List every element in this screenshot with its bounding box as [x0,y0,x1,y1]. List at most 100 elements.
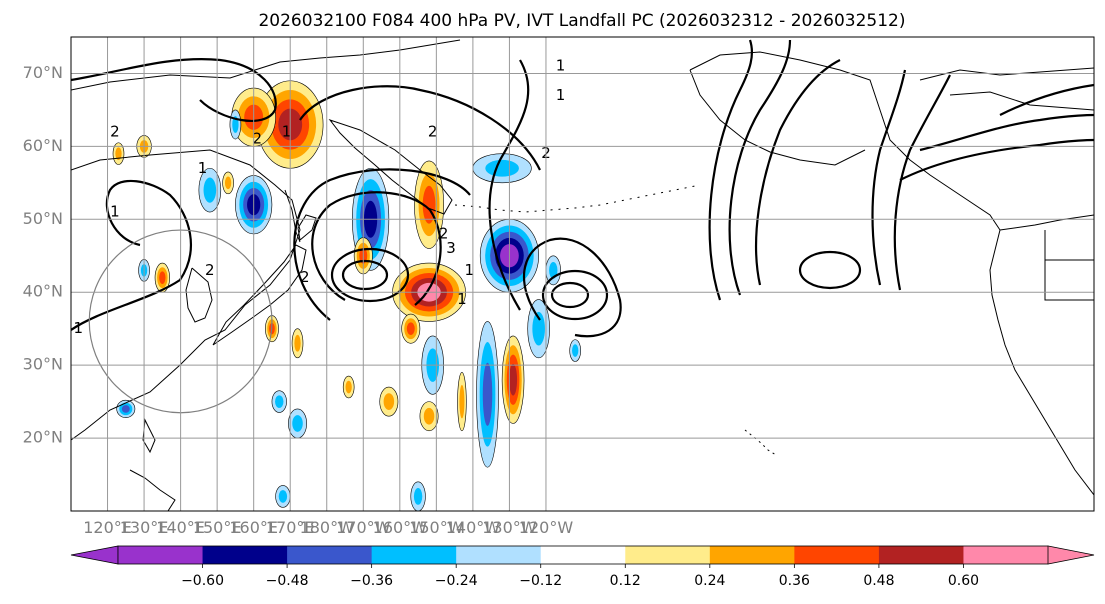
pv-anomaly-32-level-1 [278,490,288,503]
colorbar-swatch-10 [963,546,1049,564]
pv-anomaly-8 [472,153,532,184]
colorbar-extend-low [70,545,119,565]
pv-anomaly-29-level-1 [459,384,465,419]
pv-anomaly-22 [342,375,355,399]
pv-anomaly-18-level-1 [232,116,239,133]
contour-label-10: 3 [446,239,456,257]
pv-anomaly-21-level-1 [383,393,395,411]
pv-anomaly-32 [275,485,291,508]
contour-label-9: 2 [439,224,449,242]
map-background [71,37,1094,511]
contour-label-14: 1 [556,57,566,75]
contour-label-5: 1 [282,122,292,140]
contour-label-13: 1 [556,86,566,104]
coastlines [71,39,1094,511]
colorbar-swatch-5 [540,546,626,564]
lon-tick-label-7: 170°W [336,518,391,537]
lon-tick-label-1: 130°E [120,518,169,537]
lon-tick-label-2: 140°E [156,518,205,537]
lon-tick-label-12: 120°W [519,518,574,537]
colorbar-tick-label-2: −0.36 [350,573,393,589]
pv-anomaly-24-level-1 [292,415,303,432]
colorbar-swatch-7 [709,546,795,564]
pv-anomaly-33 [410,481,426,511]
pv-anomaly-29 [457,372,467,432]
colorbar-swatch-1 [202,546,288,564]
colorbar-tick-label-5: 0.12 [610,573,641,589]
pv-anomaly-13-level-1 [423,407,435,425]
colorbar-extend-high [1047,545,1095,565]
lat-tick-label-4: 60°N [23,136,63,155]
contour-label-4: 2 [253,130,263,148]
pv-contours [71,39,1094,338]
colorbar-frame [117,545,1049,565]
contour-label-0: 2 [110,122,120,140]
lon-tick-label-3: 150°E [193,518,242,537]
pv-anomaly-3-level-1 [203,177,217,203]
pv-anomaly-20-level-1 [224,176,232,190]
pv-anomaly-26 [527,299,550,359]
contour-label-2: 1 [74,319,84,337]
colorbar-tick-label-1: −0.48 [266,573,309,589]
lon-tick-label-8: 160°W [373,518,428,537]
lat-tick-label-2: 40°N [23,282,63,301]
pv-anomaly-3 [198,167,222,213]
lon-tick-label-5: 170°E [266,518,315,537]
contour-label-1: 1 [110,203,120,221]
colorbar-swatch-8 [794,546,880,564]
contour-label-7: 2 [300,268,310,286]
colorbar-tick-label-8: 0.48 [863,573,894,589]
lon-tick-label-0: 120°E [83,518,132,537]
gridlines [71,37,1094,511]
lon-tick-label-9: 150°W [409,518,464,537]
pv-anomaly-23 [271,390,287,413]
colorbar-tick-label-4: −0.12 [519,573,562,589]
pv-anomaly-9 [476,321,499,468]
contour-label-12: 1 [457,290,467,308]
map-frame [70,36,1095,512]
lon-tick-label-4: 160°E [229,518,278,537]
pv-anomaly-20 [222,171,234,195]
pv-anomaly-12-level-2 [406,322,415,336]
pv-anomaly-30-level-1 [115,147,122,160]
lon-tick-label-10: 140°W [446,518,501,537]
contour-label-3: 1 [198,159,208,177]
colorbar-swatch-6 [625,546,711,564]
lat-tick-labels: 20°N 30°N 40°N 50°N 60°N 70°N [23,63,63,447]
lat-tick-label-1: 30°N [23,355,63,374]
colorbar-tick-label-3: −0.24 [435,573,478,589]
colorbar-swatch-9 [878,546,964,564]
lon-tick-label-6: 180°W [300,518,355,537]
pv-anomaly-24 [288,408,307,439]
pv-anomaly-17-level-1 [294,334,301,352]
lat-tick-label-0: 20°N [23,428,63,447]
colorbar: −0.60 −0.48 −0.36 −0.24 −0.12 0.12 0.24 0.36 0.4… [70,545,1095,589]
pv-anomaly-21 [379,386,399,417]
colorbar-swatch-4 [456,546,542,564]
pv-anomaly-15-level-2 [159,271,166,284]
pv-anomaly-30 [112,142,125,165]
colorbar-tick-label-9: 0.60 [948,573,979,589]
pv-anomaly-17 [291,328,304,359]
pv-anomaly-27-level-1 [549,261,558,279]
pv-anomaly-10-level-3 [509,363,518,396]
pv-anomaly-33-level-1 [413,488,423,505]
chart-title: 2026032100 F084 400 hPa PV, IVT Landfall… [258,11,905,31]
colorbar-tick-label-6: 0.24 [694,573,725,589]
pv-anomaly-9-level-2 [482,362,493,426]
contour-label-11: 1 [464,261,474,279]
contour-label-6: 2 [205,261,215,279]
pv-anomaly-28 [569,339,581,362]
pv-anomaly-10 [501,335,525,424]
colorbar-swatch-0 [118,546,204,564]
pv-anomaly-28-level-1 [572,344,579,357]
colorbar-swatch-3 [371,546,457,564]
colorbar-tick-label-7: 0.36 [779,573,810,589]
contour-label-8: 2 [428,122,438,140]
lat-tick-label-3: 50°N [23,209,63,228]
pv-anomaly-26-level-1 [532,311,545,346]
colorbar-swatch-2 [287,546,373,564]
